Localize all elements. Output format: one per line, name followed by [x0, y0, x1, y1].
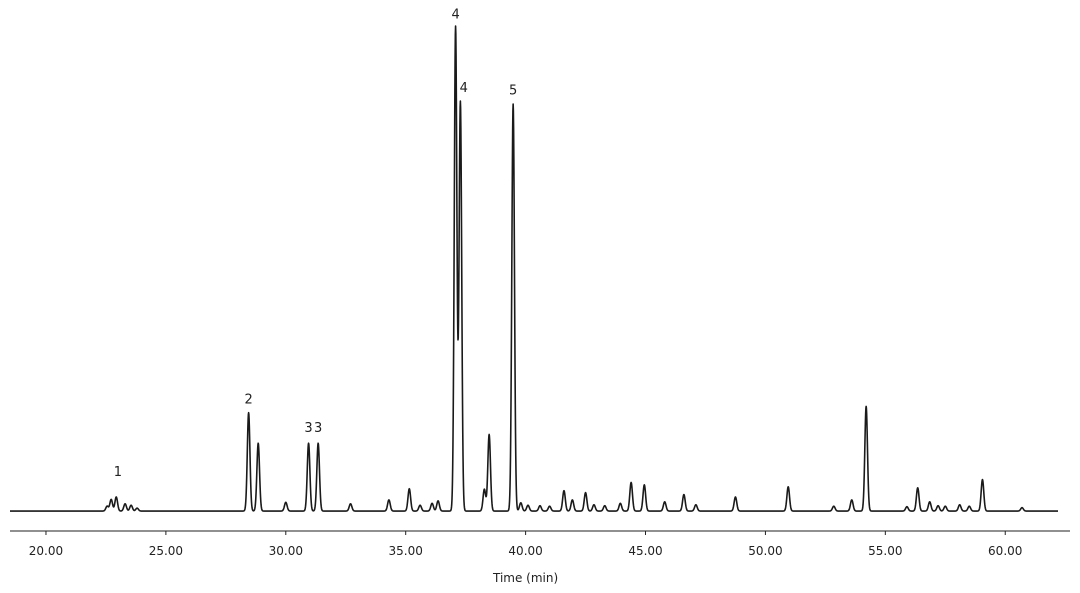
- peak-label: 4: [451, 7, 459, 22]
- plot-area: [9, 25, 1059, 512]
- x-axis-title: Time (min): [492, 571, 558, 585]
- peak-label: 5: [509, 83, 517, 98]
- x-axis-ticks: 20.00 25.00 30.00 35.00 40.00 45.00 50.00 55.00…: [29, 531, 1022, 558]
- x-tick-label: 25.00: [149, 544, 183, 558]
- peak-label: 2: [244, 392, 252, 407]
- peak-label: 1: [114, 465, 122, 480]
- x-tick-label: 35.00: [389, 544, 423, 558]
- peak-label: 4: [460, 81, 468, 96]
- peak-labels: 1 2 3 3 4 4 5: [114, 7, 517, 480]
- x-tick-label: 45.00: [628, 544, 662, 558]
- x-tick-label: 30.00: [269, 544, 303, 558]
- x-tick-label: 20.00: [29, 544, 63, 558]
- x-tick-label: 55.00: [868, 544, 902, 558]
- x-tick-label: 60.00: [988, 544, 1022, 558]
- chromatogram-trace: [9, 25, 1059, 512]
- x-tick-label: 40.00: [508, 544, 542, 558]
- x-tick-label: 50.00: [748, 544, 782, 558]
- peak-label: 3: [304, 421, 312, 436]
- peak-label: 3: [314, 421, 322, 436]
